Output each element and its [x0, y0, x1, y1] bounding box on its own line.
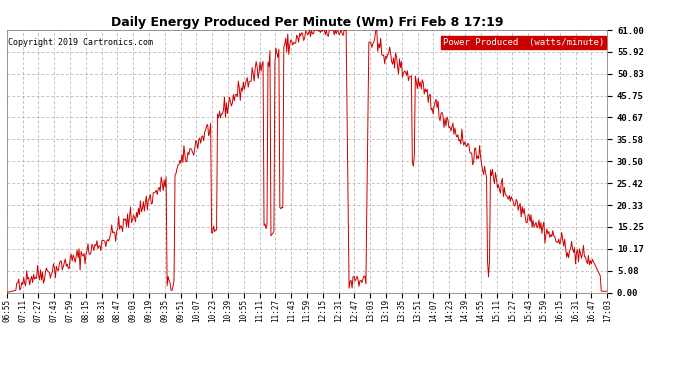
- Text: Copyright 2019 Cartronics.com: Copyright 2019 Cartronics.com: [8, 38, 153, 47]
- Text: Power Produced  (watts/minute): Power Produced (watts/minute): [443, 38, 604, 47]
- Title: Daily Energy Produced Per Minute (Wm) Fri Feb 8 17:19: Daily Energy Produced Per Minute (Wm) Fr…: [111, 16, 503, 29]
